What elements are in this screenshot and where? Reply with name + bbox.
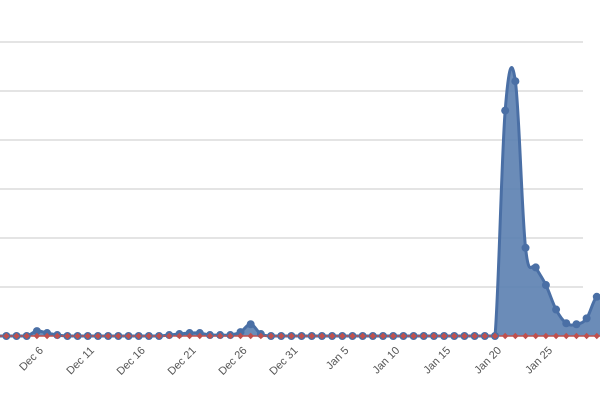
series-b-point: [440, 332, 448, 340]
series-b-point: [552, 332, 560, 340]
series-area-layer: [0, 67, 600, 336]
series-b-point: [512, 332, 519, 340]
series-b-point: [318, 332, 326, 340]
series-b-point: [471, 332, 478, 340]
series-b-point: [563, 332, 570, 340]
series-b-point: [298, 332, 305, 340]
series-b-point: [54, 332, 61, 340]
series-b-point: [257, 332, 265, 340]
x-tick-label: Dec 31: [267, 345, 300, 378]
series-a-point: [246, 320, 255, 329]
series-b-point: [430, 332, 438, 340]
x-tick-label: Dec 6: [17, 345, 46, 374]
series-b-point: [267, 332, 275, 340]
series-b-point: [125, 332, 132, 340]
x-tick-label: Dec 26: [216, 345, 249, 378]
series-b-point: [74, 332, 81, 340]
series-b-point: [501, 332, 509, 340]
series-b-point: [390, 332, 397, 340]
series-a-point: [592, 292, 600, 301]
series-a-point: [572, 320, 581, 329]
series-b-point: [491, 332, 499, 340]
series-b-point: [369, 332, 377, 340]
x-tick-label: Jan 25: [523, 345, 555, 377]
series-b-point: [13, 332, 20, 340]
series-b-point: [573, 332, 580, 340]
x-tick-label: Jan 10: [370, 345, 402, 377]
series-marker-layer: [0, 77, 600, 340]
series-b-point: [227, 332, 234, 340]
series-b-point: [64, 332, 71, 340]
series-b-point: [135, 332, 142, 340]
series-b-point: [196, 332, 203, 340]
series-b-point: [84, 332, 91, 340]
series-b-point: [94, 332, 102, 340]
series-b-point: [410, 332, 417, 340]
series-a-point: [541, 281, 550, 290]
series-b-point: [206, 332, 214, 340]
series-b-point: [176, 332, 183, 340]
series-a-point: [511, 77, 520, 86]
series-b-point: [115, 332, 122, 340]
series-b-point: [308, 332, 315, 340]
series-a-point: [562, 319, 571, 328]
series-a-point: [501, 106, 510, 115]
series-b-point: [104, 332, 112, 340]
series-b-point: [33, 332, 41, 340]
series-b-point: [339, 332, 346, 340]
series-b-point: [349, 332, 356, 340]
x-tick-label: Dec 11: [64, 345, 97, 378]
series-b-point: [166, 332, 173, 340]
series-b-point: [481, 332, 489, 340]
series-b-point: [359, 332, 366, 340]
series-b-point: [237, 332, 244, 340]
series-b-point: [583, 332, 590, 340]
series-a-area: [0, 67, 600, 336]
series-b-point: [522, 332, 529, 340]
series-b-point: [247, 332, 254, 340]
series-b-point: [216, 332, 224, 340]
series-a-point: [236, 328, 245, 337]
series-b-point: [43, 332, 51, 340]
x-tick-label: Jan 5: [324, 345, 352, 373]
series-b-point: [420, 332, 427, 340]
series-b-point: [461, 332, 468, 340]
x-tick-label: Jan 15: [421, 345, 453, 377]
series-b-point: [593, 332, 600, 340]
series-a-point: [521, 243, 530, 252]
series-b-point: [278, 332, 285, 340]
series-b-point: [186, 332, 193, 340]
x-tick-label: Jan 20: [472, 345, 504, 377]
series-b-point: [532, 332, 539, 340]
series-b-point: [400, 332, 407, 340]
x-tick-label: Dec 16: [115, 345, 148, 378]
y-gridlines: [0, 41, 583, 337]
x-tick-label: Dec 21: [166, 345, 199, 378]
series-a-point: [32, 327, 41, 336]
series-b-point: [451, 332, 458, 340]
series-a-point: [552, 305, 561, 314]
series-a-point: [531, 263, 540, 272]
series-b-point: [379, 332, 387, 340]
series-a-point: [582, 314, 591, 323]
series-b-point: [23, 332, 30, 340]
series-b-point: [3, 332, 10, 340]
series-b-point: [155, 332, 163, 340]
series-b-point: [328, 332, 336, 340]
series-b-point: [542, 332, 550, 340]
series-b-point: [288, 332, 295, 340]
series-b-point: [145, 332, 153, 340]
